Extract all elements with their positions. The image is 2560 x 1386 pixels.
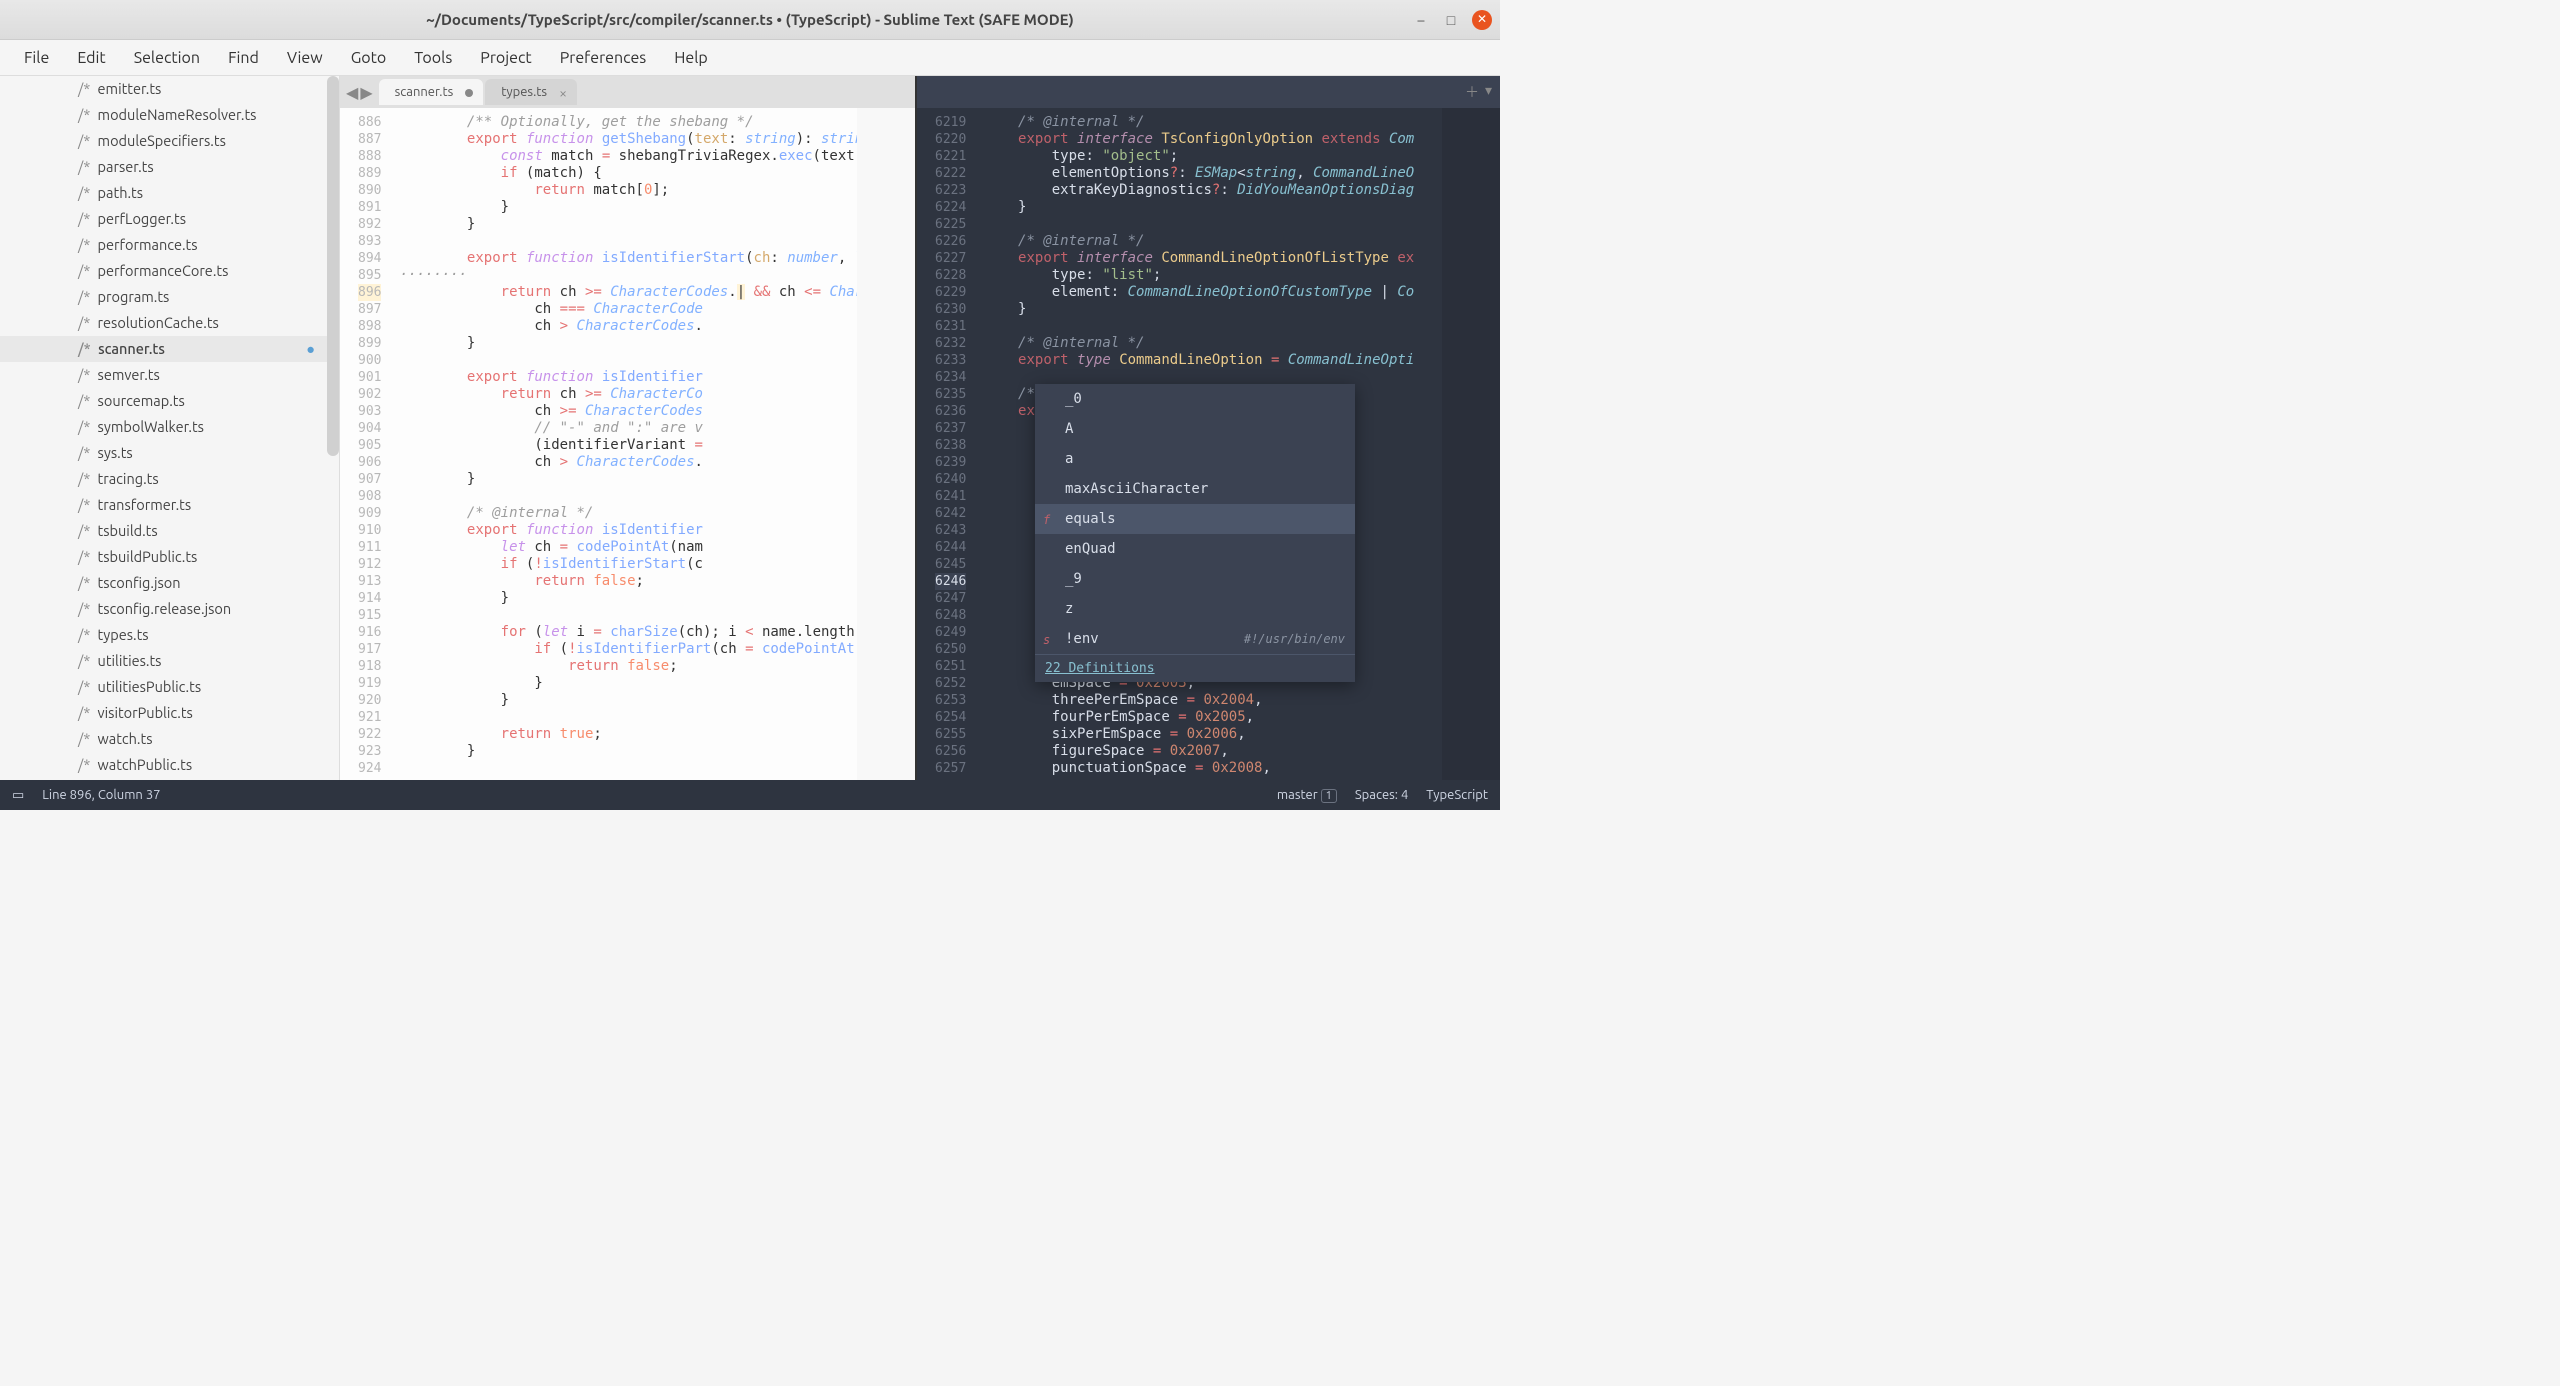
titlebar: ~/Documents/TypeScript/src/compiler/scan…: [0, 0, 1500, 40]
menu-preferences[interactable]: Preferences: [546, 43, 661, 73]
sidebar-item-transformer-ts[interactable]: /* transformer.ts: [0, 492, 339, 518]
tab-nav-left-icon[interactable]: ◀: [346, 83, 358, 102]
sidebar-item-scanner-ts[interactable]: /* scanner.ts: [0, 336, 339, 362]
sidebar-item-parser-ts[interactable]: /* parser.ts: [0, 154, 339, 180]
maximize-icon[interactable]: □: [1442, 11, 1460, 29]
sidebar-item-tsbuildPublic-ts[interactable]: /* tsbuildPublic.ts: [0, 544, 339, 570]
tab-types[interactable]: types.ts ×: [485, 79, 577, 105]
status-cursor: Line 896, Column 37: [42, 788, 160, 802]
autocomplete-item[interactable]: s!env#!/usr/bin/env: [1035, 624, 1355, 654]
autocomplete-item[interactable]: A: [1035, 414, 1355, 444]
menu-selection[interactable]: Selection: [120, 43, 214, 73]
new-tab-icon[interactable]: ＋: [1465, 82, 1479, 102]
sidebar-item-resolutionCache-ts[interactable]: /* resolutionCache.ts: [0, 310, 339, 336]
minimap[interactable]: [857, 108, 915, 780]
sidebar-item-tsconfig-release-json[interactable]: /* tsconfig.release.json: [0, 596, 339, 622]
sidebar-item-utilitiesPublic-ts[interactable]: /* utilitiesPublic.ts: [0, 674, 339, 700]
window-title: ~/Documents/TypeScript/src/compiler/scan…: [426, 11, 1074, 28]
status-spaces[interactable]: Spaces: 4: [1355, 788, 1408, 802]
sidebar-item-perfLogger-ts[interactable]: /* perfLogger.ts: [0, 206, 339, 232]
sidebar-item-watchUtilities-ts[interactable]: /* watchUtilities.ts: [0, 778, 339, 780]
editor-pane-left: ◀ ▶ scanner.ts types.ts × 88688788888989…: [340, 76, 915, 780]
sidebar-toggle-icon[interactable]: ▭: [12, 788, 24, 803]
autocomplete-item[interactable]: enQuad: [1035, 534, 1355, 564]
menu-tools[interactable]: Tools: [400, 43, 466, 73]
status-branch[interactable]: master 1: [1277, 788, 1337, 802]
sidebar-item-watch-ts[interactable]: /* watch.ts: [0, 726, 339, 752]
autocomplete-item[interactable]: z: [1035, 594, 1355, 624]
menu-find[interactable]: Find: [214, 43, 273, 73]
status-lang[interactable]: TypeScript: [1426, 788, 1488, 802]
sidebar-scrollbar[interactable]: [327, 76, 339, 456]
tabbar-right: ＋ ▾: [917, 76, 1500, 108]
tab-menu-icon[interactable]: ▾: [1485, 82, 1492, 102]
sidebar-item-sourcemap-ts[interactable]: /* sourcemap.ts: [0, 388, 339, 414]
menu-goto[interactable]: Goto: [337, 43, 401, 73]
sidebar-item-moduleSpecifiers-ts[interactable]: /* moduleSpecifiers.ts: [0, 128, 339, 154]
sidebar-item-visitorPublic-ts[interactable]: /* visitorPublic.ts: [0, 700, 339, 726]
sidebar-item-tsbuild-ts[interactable]: /* tsbuild.ts: [0, 518, 339, 544]
sidebar-item-sys-ts[interactable]: /* sys.ts: [0, 440, 339, 466]
tab-scanner[interactable]: scanner.ts: [379, 79, 484, 105]
code-view-left[interactable]: 8868878888898908918928938948958968978988…: [340, 108, 915, 780]
menubar: FileEditSelectionFindViewGotoToolsProjec…: [0, 40, 1500, 76]
tab-nav-right-icon[interactable]: ▶: [360, 83, 372, 102]
sidebar-item-tracing-ts[interactable]: /* tracing.ts: [0, 466, 339, 492]
sidebar-item-performance-ts[interactable]: /* performance.ts: [0, 232, 339, 258]
close-tab-icon[interactable]: ×: [559, 85, 567, 101]
statusbar: ▭ Line 896, Column 37 master 1 Spaces: 4…: [0, 780, 1500, 810]
sidebar-item-types-ts[interactable]: /* types.ts: [0, 622, 339, 648]
tab-label: scanner.ts: [395, 85, 454, 99]
sidebar-item-emitter-ts[interactable]: /* emitter.ts: [0, 76, 339, 102]
autocomplete-item[interactable]: fequals: [1035, 504, 1355, 534]
sidebar-item-moduleNameResolver-ts[interactable]: /* moduleNameResolver.ts: [0, 102, 339, 128]
menu-edit[interactable]: Edit: [63, 43, 119, 73]
autocomplete-popup: _0AamaxAsciiCharacterfequalsenQuad_9zs!e…: [1035, 384, 1355, 682]
tab-label: types.ts: [501, 85, 547, 99]
dirty-icon: [465, 89, 473, 97]
sidebar-item-semver-ts[interactable]: /* semver.ts: [0, 362, 339, 388]
sidebar-item-utilities-ts[interactable]: /* utilities.ts: [0, 648, 339, 674]
autocomplete-item[interactable]: maxAsciiCharacter: [1035, 474, 1355, 504]
sidebar-item-tsconfig-json[interactable]: /* tsconfig.json: [0, 570, 339, 596]
sidebar-item-program-ts[interactable]: /* program.ts: [0, 284, 339, 310]
minimap[interactable]: [1442, 108, 1500, 780]
autocomplete-item[interactable]: _9: [1035, 564, 1355, 594]
sidebar-item-performanceCore-ts[interactable]: /* performanceCore.ts: [0, 258, 339, 284]
tabbar: ◀ ▶ scanner.ts types.ts ×: [340, 76, 915, 108]
sidebar-item-path-ts[interactable]: /* path.ts: [0, 180, 339, 206]
menu-project[interactable]: Project: [466, 43, 545, 73]
sidebar: /* emitter.ts/* moduleNameResolver.ts/* …: [0, 76, 340, 780]
sidebar-item-watchPublic-ts[interactable]: /* watchPublic.ts: [0, 752, 339, 778]
minimize-icon[interactable]: –: [1412, 11, 1430, 29]
autocomplete-footer[interactable]: 22 Definitions: [1035, 654, 1355, 682]
menu-view[interactable]: View: [273, 43, 337, 73]
menu-help[interactable]: Help: [660, 43, 722, 73]
close-icon[interactable]: ✕: [1472, 10, 1492, 30]
autocomplete-item[interactable]: _0: [1035, 384, 1355, 414]
autocomplete-item[interactable]: a: [1035, 444, 1355, 474]
menu-file[interactable]: File: [10, 43, 63, 73]
sidebar-item-symbolWalker-ts[interactable]: /* symbolWalker.ts: [0, 414, 339, 440]
